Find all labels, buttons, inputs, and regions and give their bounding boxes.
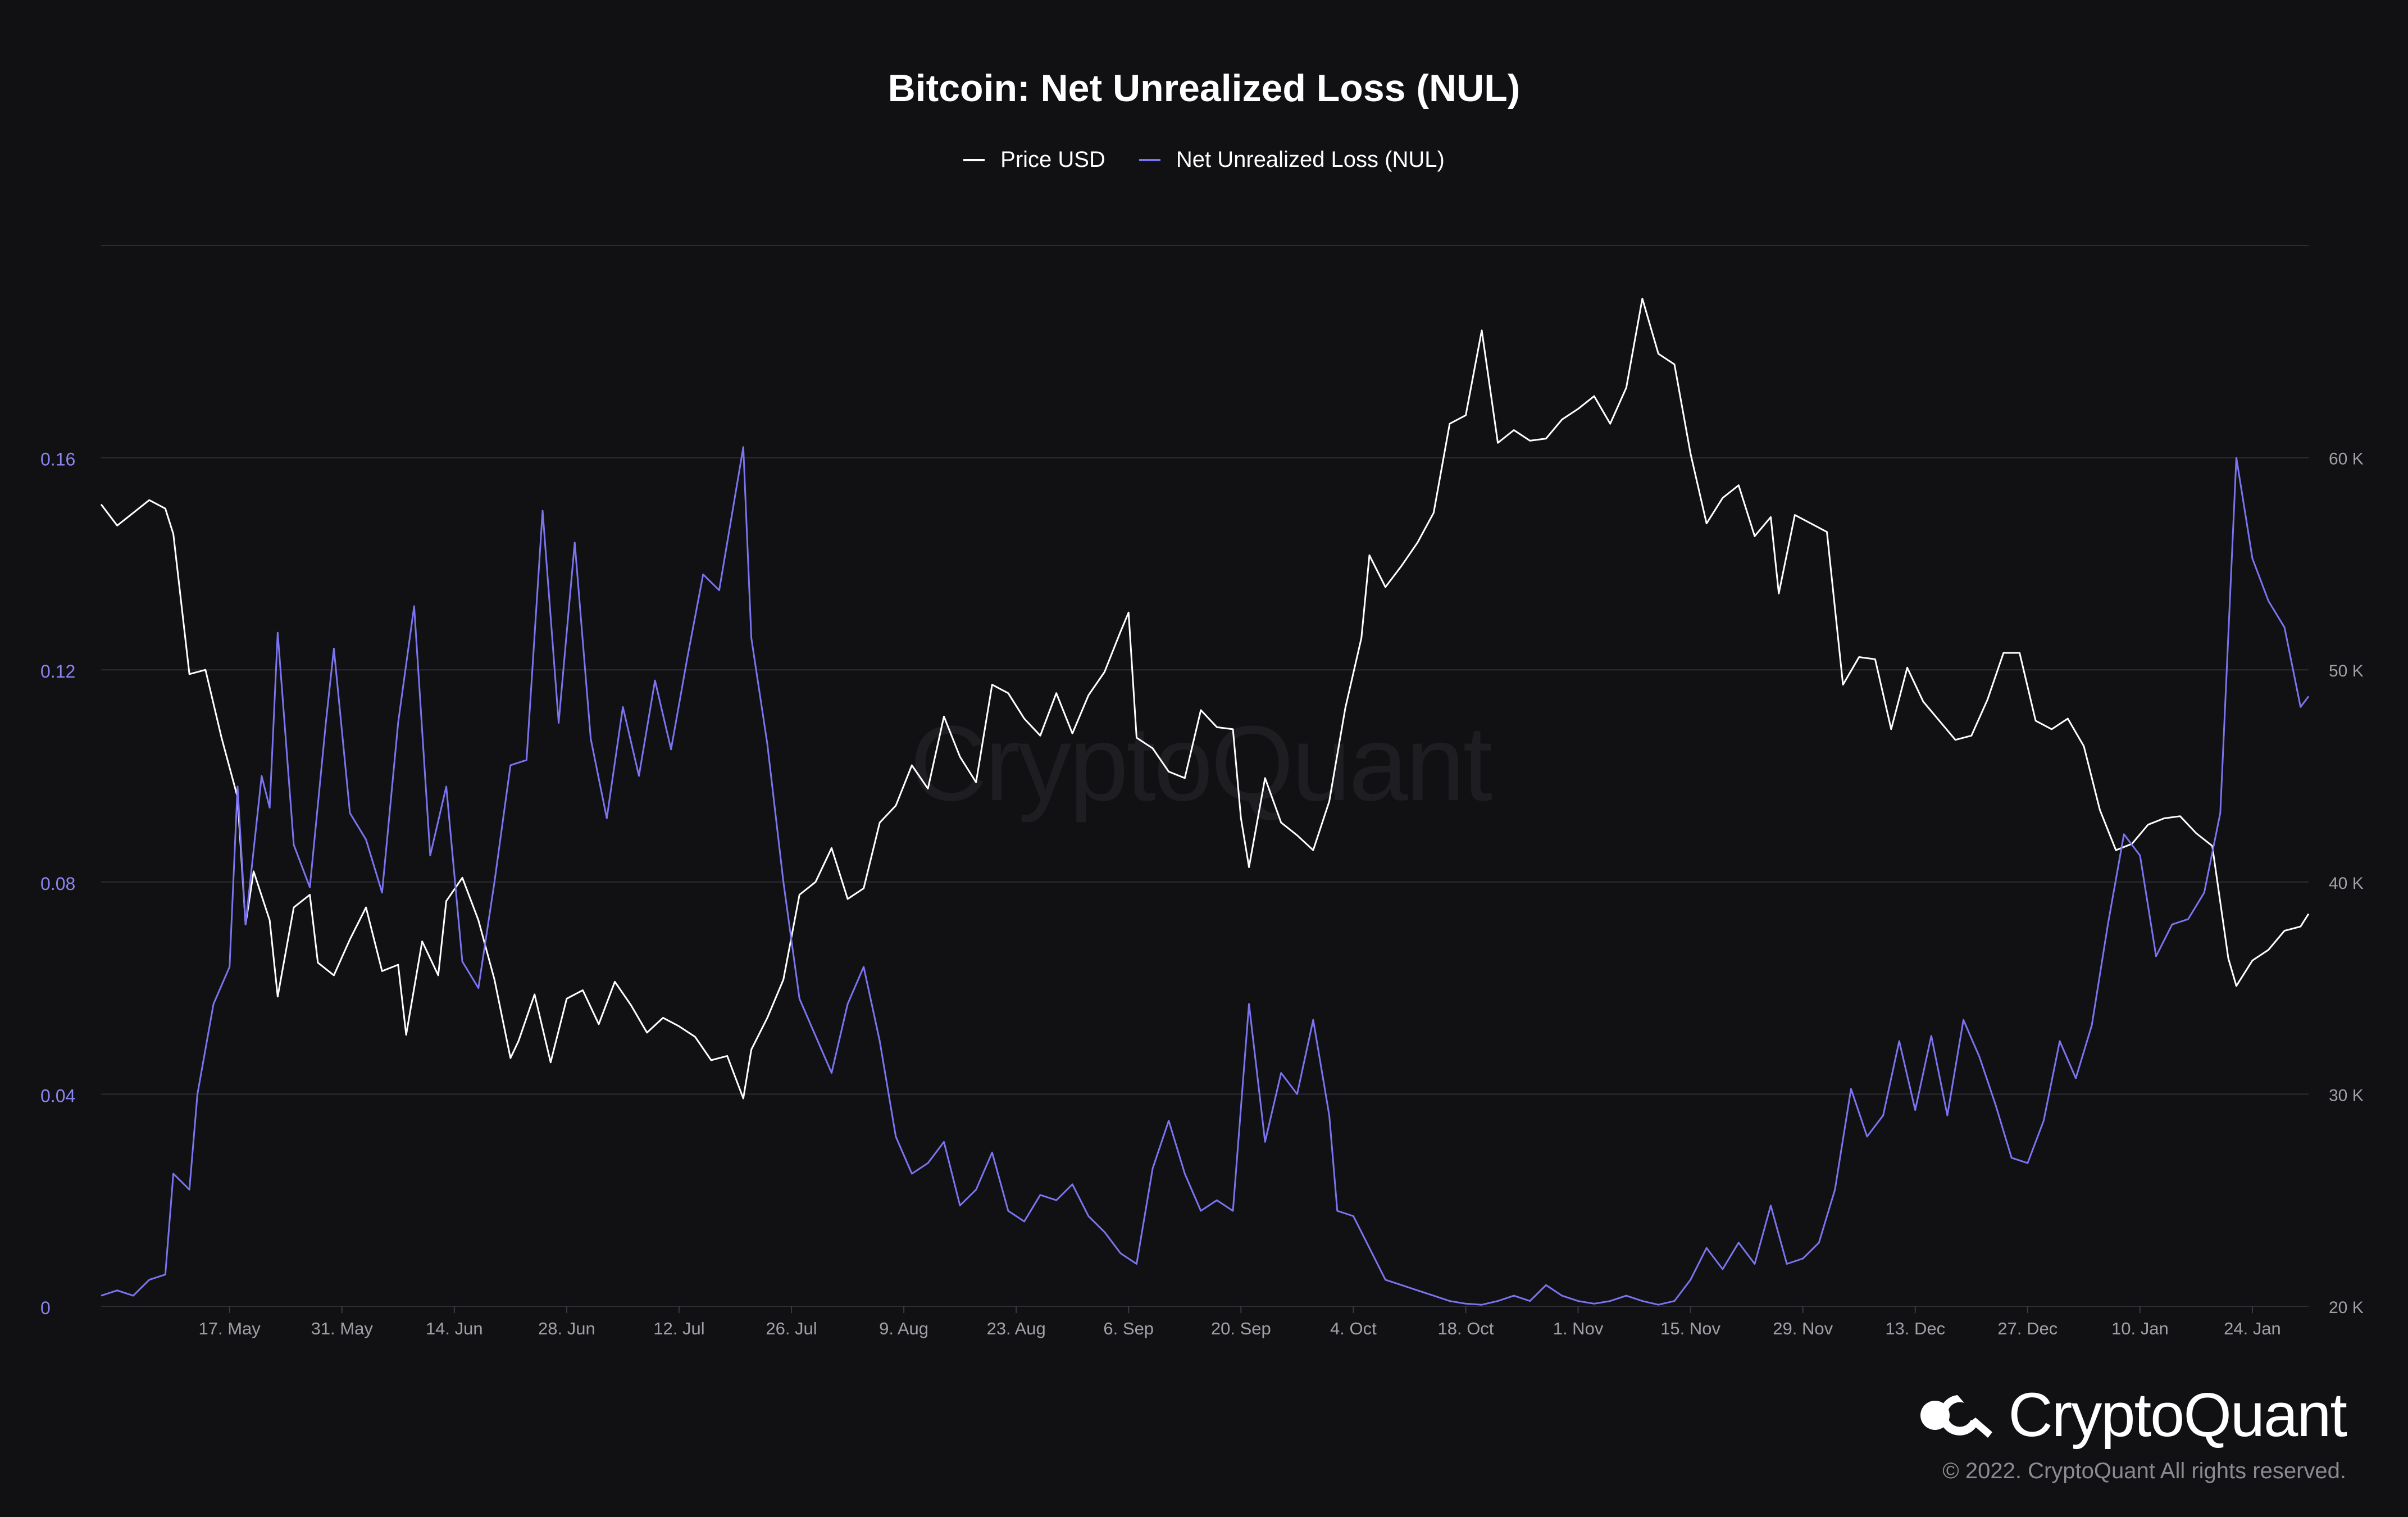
x-axis-tick-label: 31. May bbox=[311, 1319, 374, 1338]
x-axis-tick-label: 1. Nov bbox=[1553, 1319, 1604, 1338]
x-axis-tick-label: 14. Jun bbox=[426, 1319, 483, 1338]
left-axis-tick-label: 0.04 bbox=[40, 1085, 75, 1106]
right-axis-tick-label: 30 K bbox=[2329, 1086, 2364, 1105]
nul-line bbox=[101, 446, 2310, 1306]
left-axis-tick-label: 0 bbox=[40, 1298, 51, 1318]
x-axis-tick-label: 15. Nov bbox=[1660, 1319, 1720, 1338]
price-usd-line bbox=[100, 297, 2310, 1100]
x-axis-tick-label: 24. Jan bbox=[2224, 1319, 2281, 1338]
copyright: © 2022. CryptoQuant All rights reserved. bbox=[1942, 1459, 2346, 1483]
legend-item-nul[interactable]: Net Unrealized Loss (NUL) bbox=[1139, 147, 1445, 172]
x-axis: 17. May 31. May 14. Jun 28. Jun 12. Jul 26. J… bbox=[199, 1306, 2281, 1338]
x-axis-tick-label: 26. Jul bbox=[766, 1319, 817, 1338]
legend-swatch-nul bbox=[1139, 158, 1160, 161]
left-axis-tick-label: 0.16 bbox=[40, 449, 75, 470]
x-axis-tick-label: 4. Oct bbox=[1330, 1319, 1377, 1338]
legend-swatch-price bbox=[963, 158, 985, 161]
x-axis-tick-label: 20. Sep bbox=[1211, 1319, 1271, 1338]
legend-label-nul: Net Unrealized Loss (NUL) bbox=[1176, 147, 1445, 172]
right-axis-tick-label: 20 K bbox=[2329, 1298, 2364, 1317]
x-axis-tick-label: 9. Aug bbox=[879, 1319, 928, 1338]
x-axis-tick-label: 6. Sep bbox=[1103, 1319, 1154, 1338]
x-axis-tick-label: 17. May bbox=[199, 1319, 261, 1338]
brand-name: CryptoQuant bbox=[2008, 1380, 2347, 1450]
right-axis: 20 K 30 K 40 K 50 K 60 K bbox=[2329, 450, 2364, 1317]
x-axis-tick-label: 23. Aug bbox=[987, 1319, 1046, 1338]
right-axis-tick-label: 60 K bbox=[2329, 450, 2364, 469]
right-axis-tick-label: 50 K bbox=[2329, 662, 2364, 680]
series-layer bbox=[100, 297, 2310, 1306]
x-axis-tick-label: 18. Oct bbox=[1437, 1319, 1494, 1338]
brand: CryptoQuant bbox=[1918, 1379, 2347, 1451]
chart-legend: Price USD Net Unrealized Loss (NUL) bbox=[0, 147, 2408, 172]
right-axis-tick-label: 40 K bbox=[2329, 874, 2364, 893]
x-axis-tick-label: 28. Jun bbox=[538, 1319, 595, 1338]
x-axis-tick-label: 29. Nov bbox=[1773, 1319, 1833, 1338]
left-axis-tick-label: 0.08 bbox=[40, 874, 75, 894]
cryptoquant-logo-icon bbox=[1920, 1395, 1993, 1438]
x-axis-tick-label: 12. Jul bbox=[653, 1319, 704, 1338]
legend-item-price[interactable]: Price USD bbox=[963, 147, 1105, 172]
x-axis-tick-label: 10. Jan bbox=[2111, 1319, 2169, 1338]
legend-label-price: Price USD bbox=[1000, 147, 1105, 172]
grid-lines bbox=[101, 245, 2309, 1307]
left-axis-tick-label: 0.12 bbox=[40, 661, 75, 682]
x-axis-tick-label: 13. Dec bbox=[1885, 1319, 1945, 1338]
left-axis: 0 0.04 0.08 0.12 0.16 bbox=[40, 449, 75, 1318]
x-axis-tick-label: 27. Dec bbox=[1997, 1319, 2058, 1338]
watermark: CryptoQuant bbox=[910, 704, 1492, 823]
chart-title: Bitcoin: Net Unrealized Loss (NUL) bbox=[887, 67, 1521, 110]
